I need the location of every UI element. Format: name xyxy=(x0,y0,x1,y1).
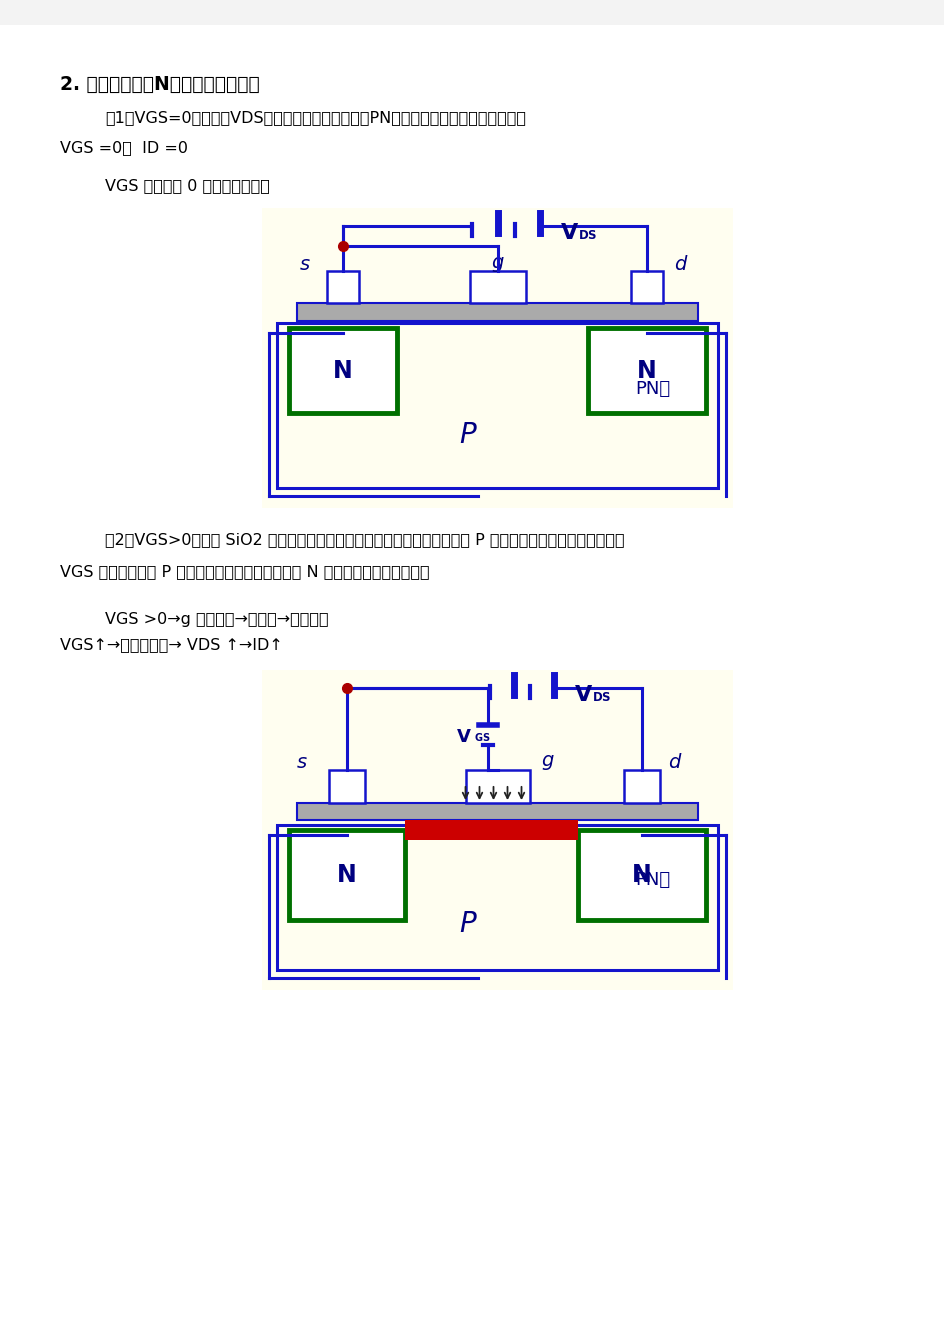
Text: $\mathbf{V}$: $\mathbf{V}$ xyxy=(560,223,579,243)
Bar xyxy=(578,830,705,920)
Text: $\mathbf{_{DS}}$: $\mathbf{_{DS}}$ xyxy=(591,686,611,705)
Bar xyxy=(469,271,525,303)
Bar xyxy=(623,770,659,804)
Text: g: g xyxy=(541,750,553,770)
Text: $\mathbf{_{DS}}$: $\mathbf{_{DS}}$ xyxy=(578,225,597,242)
Bar xyxy=(327,271,359,303)
Text: VGS↑→反型层变厚→ VDS ↑→ID↑: VGS↑→反型层变厚→ VDS ↑→ID↑ xyxy=(59,636,282,652)
Text: VGS 达到一定值时 P 区表面将形成反型层把两侧的 N 区沟通，形成导电沟道。: VGS 达到一定值时 P 区表面将形成反型层把两侧的 N 区沟通，形成导电沟道。 xyxy=(59,564,430,579)
Text: PN结: PN结 xyxy=(634,380,670,398)
Text: VGS >0→g 吸引电子→反型层→导电沟道: VGS >0→g 吸引电子→反型层→导电沟道 xyxy=(105,612,329,627)
Text: （2）VGS>0时，在 SiO2 介质中产生一个垂直于半导体表面的电场，排斥 P 区多子空穴而吸引少子电子。当: （2）VGS>0时，在 SiO2 介质中产生一个垂直于半导体表面的电场，排斥 P… xyxy=(105,532,624,547)
Bar xyxy=(289,830,405,920)
Text: P: P xyxy=(459,909,476,937)
Bar xyxy=(289,328,396,413)
Text: VGS 必须大于 0 管子才能工作。: VGS 必须大于 0 管子才能工作。 xyxy=(105,178,270,193)
Bar xyxy=(631,271,663,303)
Bar xyxy=(587,328,705,413)
Bar xyxy=(277,825,717,971)
Text: N: N xyxy=(337,862,357,886)
Text: d: d xyxy=(673,255,685,274)
Text: N: N xyxy=(333,358,352,382)
Text: 2. 工作原理（以N沟道增强型为例）: 2. 工作原理（以N沟道增强型为例） xyxy=(59,75,260,94)
Bar xyxy=(261,670,733,989)
Bar xyxy=(296,804,698,820)
Bar xyxy=(261,209,733,508)
Text: P: P xyxy=(459,421,476,449)
Text: d: d xyxy=(667,753,680,771)
Bar xyxy=(405,820,578,840)
Bar xyxy=(465,770,529,804)
Bar xyxy=(277,324,717,488)
Text: $\mathbf{_{GS}}$: $\mathbf{_{GS}}$ xyxy=(473,730,490,743)
Text: PN结: PN结 xyxy=(634,872,670,889)
Text: N: N xyxy=(632,862,651,886)
Text: s: s xyxy=(299,255,310,274)
Text: VGS =0，  ID =0: VGS =0， ID =0 xyxy=(59,140,188,155)
Bar xyxy=(329,770,364,804)
Text: N: N xyxy=(636,358,656,382)
Text: s: s xyxy=(296,753,307,771)
Text: $\mathbf{V}$: $\mathbf{V}$ xyxy=(573,685,593,705)
Text: $\mathbf{V}$: $\mathbf{V}$ xyxy=(455,729,471,746)
Text: g: g xyxy=(491,254,503,273)
Bar xyxy=(0,0,944,25)
Bar xyxy=(296,303,698,321)
Text: （1）VGS=0时，不管VDS极性如何，其中总有一个PN结反偏，所以不存在导电沟道。: （1）VGS=0时，不管VDS极性如何，其中总有一个PN结反偏，所以不存在导电沟… xyxy=(105,110,526,124)
